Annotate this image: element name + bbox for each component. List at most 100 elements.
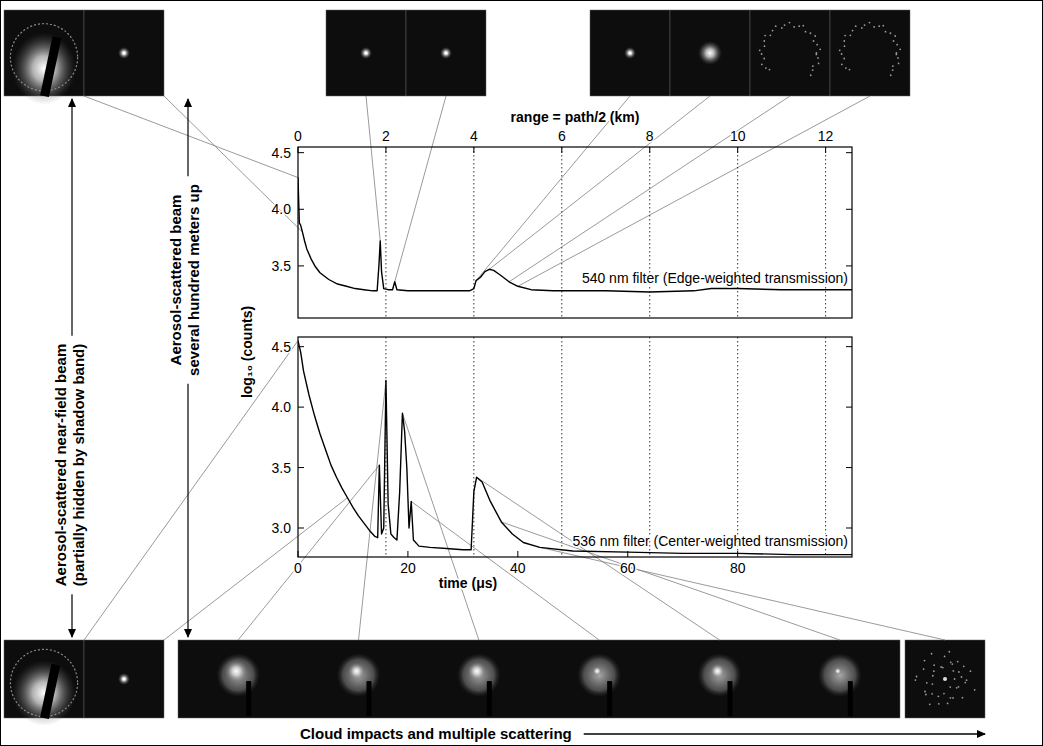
image-speckle [812, 69, 814, 71]
y-tick [846, 527, 852, 528]
image-speckle [819, 48, 821, 50]
annotation: (partially hidden by shadow band) [70, 344, 87, 587]
image-ground [590, 10, 670, 96]
y-tick-label: 4.5 [272, 339, 292, 355]
thumbnail-image [905, 640, 985, 718]
x-tick-label: 2 [382, 128, 390, 144]
x-tick [385, 147, 386, 153]
grid-line [737, 147, 738, 318]
thumbnail-image [830, 10, 910, 96]
image-dot [364, 51, 367, 54]
image-speckle [843, 58, 845, 60]
image-ground [905, 640, 985, 718]
image-speckle [817, 57, 819, 59]
image-speckle [974, 689, 976, 691]
image-speckle [816, 44, 818, 46]
cloud-image-strip [178, 640, 900, 718]
leader-line [366, 96, 380, 241]
image-speckle [761, 63, 763, 65]
image-speckle [925, 694, 927, 696]
image-speckle [958, 671, 960, 673]
image-dot [628, 51, 631, 54]
x-tick-label: 60 [620, 560, 636, 576]
grid-line [473, 147, 474, 318]
image-speckle [759, 49, 761, 51]
image-ground [84, 640, 164, 718]
image-speckle [964, 682, 966, 684]
x-tick-label: 12 [818, 128, 834, 144]
leader-lines [84, 96, 945, 640]
shadow-band [487, 681, 492, 716]
image-speckle [924, 660, 926, 662]
image-dot [122, 677, 125, 680]
caption: Cloud impacts and multiple scattering [300, 725, 572, 742]
image-speckle [950, 697, 952, 699]
image-speckle [855, 25, 857, 27]
x-tick-label: 6 [558, 128, 566, 144]
leader-line [395, 96, 446, 282]
image-speckle [845, 67, 847, 69]
image-glow [118, 673, 130, 685]
image-speckle [769, 34, 771, 36]
image-glow [710, 663, 726, 679]
x-tick-label: 40 [510, 560, 526, 576]
shadow-band [246, 681, 251, 716]
y-tick [846, 467, 852, 468]
texts: 3.54.04.5024681012range = path/2 (km)540… [52, 99, 985, 742]
image-speckle [849, 69, 851, 71]
image-speckle [802, 25, 804, 27]
leader-line [509, 96, 790, 282]
legend-label: 540 nm filter (Edge-weighted transmissio… [582, 270, 848, 286]
x-axis-title: range = path/2 (km) [511, 109, 640, 125]
leader-line [540, 547, 945, 640]
image-dot [122, 51, 125, 54]
image-speckle [861, 27, 863, 29]
grid-line [473, 337, 474, 557]
image-speckle [915, 679, 917, 681]
image-speckle [764, 45, 766, 47]
grid-line [825, 147, 826, 318]
y-tick [846, 407, 852, 408]
annotation: several hundred meters up [185, 184, 202, 376]
image-glow [467, 661, 487, 681]
image-speckle [926, 682, 928, 684]
image-speckle [956, 687, 958, 689]
y-tick [298, 407, 304, 408]
image-speckle [895, 53, 897, 55]
image-glow [592, 666, 602, 676]
image-ground [84, 10, 164, 96]
image-glow [834, 667, 842, 675]
image-speckle [864, 24, 866, 26]
annotation: Aerosol-scattered beam [167, 195, 184, 366]
annotation-arrow [187, 384, 188, 637]
image-speckle [869, 22, 871, 24]
image-speckle [949, 686, 951, 688]
y-tick-label: 4.0 [272, 399, 292, 415]
grid-line [737, 337, 738, 557]
image-speckle [893, 40, 895, 42]
image-speckle [931, 683, 933, 685]
grid-line [561, 147, 562, 318]
image-speckle [947, 703, 949, 705]
leader-line [477, 477, 720, 640]
image-speckle [885, 31, 887, 33]
image-ground [830, 10, 910, 96]
image-speckle [916, 676, 918, 678]
shadow-band [607, 681, 612, 716]
plot-area [298, 178, 852, 292]
thumbnail-image [4, 10, 84, 105]
grid-line [561, 337, 562, 557]
image-speckle [896, 44, 898, 46]
image-speckle [898, 62, 900, 64]
x-tick-label: 8 [646, 128, 654, 144]
shadow-band [40, 36, 61, 97]
image-speckle [843, 40, 845, 42]
plot-area [298, 341, 852, 555]
panel [298, 147, 852, 318]
image-dot [943, 677, 947, 681]
grid-line [649, 337, 650, 557]
x-tick [825, 147, 826, 153]
image-speckle [814, 35, 816, 37]
legend-label: 536 nm filter (Center-weighted transmiss… [573, 533, 848, 549]
image-glow [698, 41, 722, 65]
